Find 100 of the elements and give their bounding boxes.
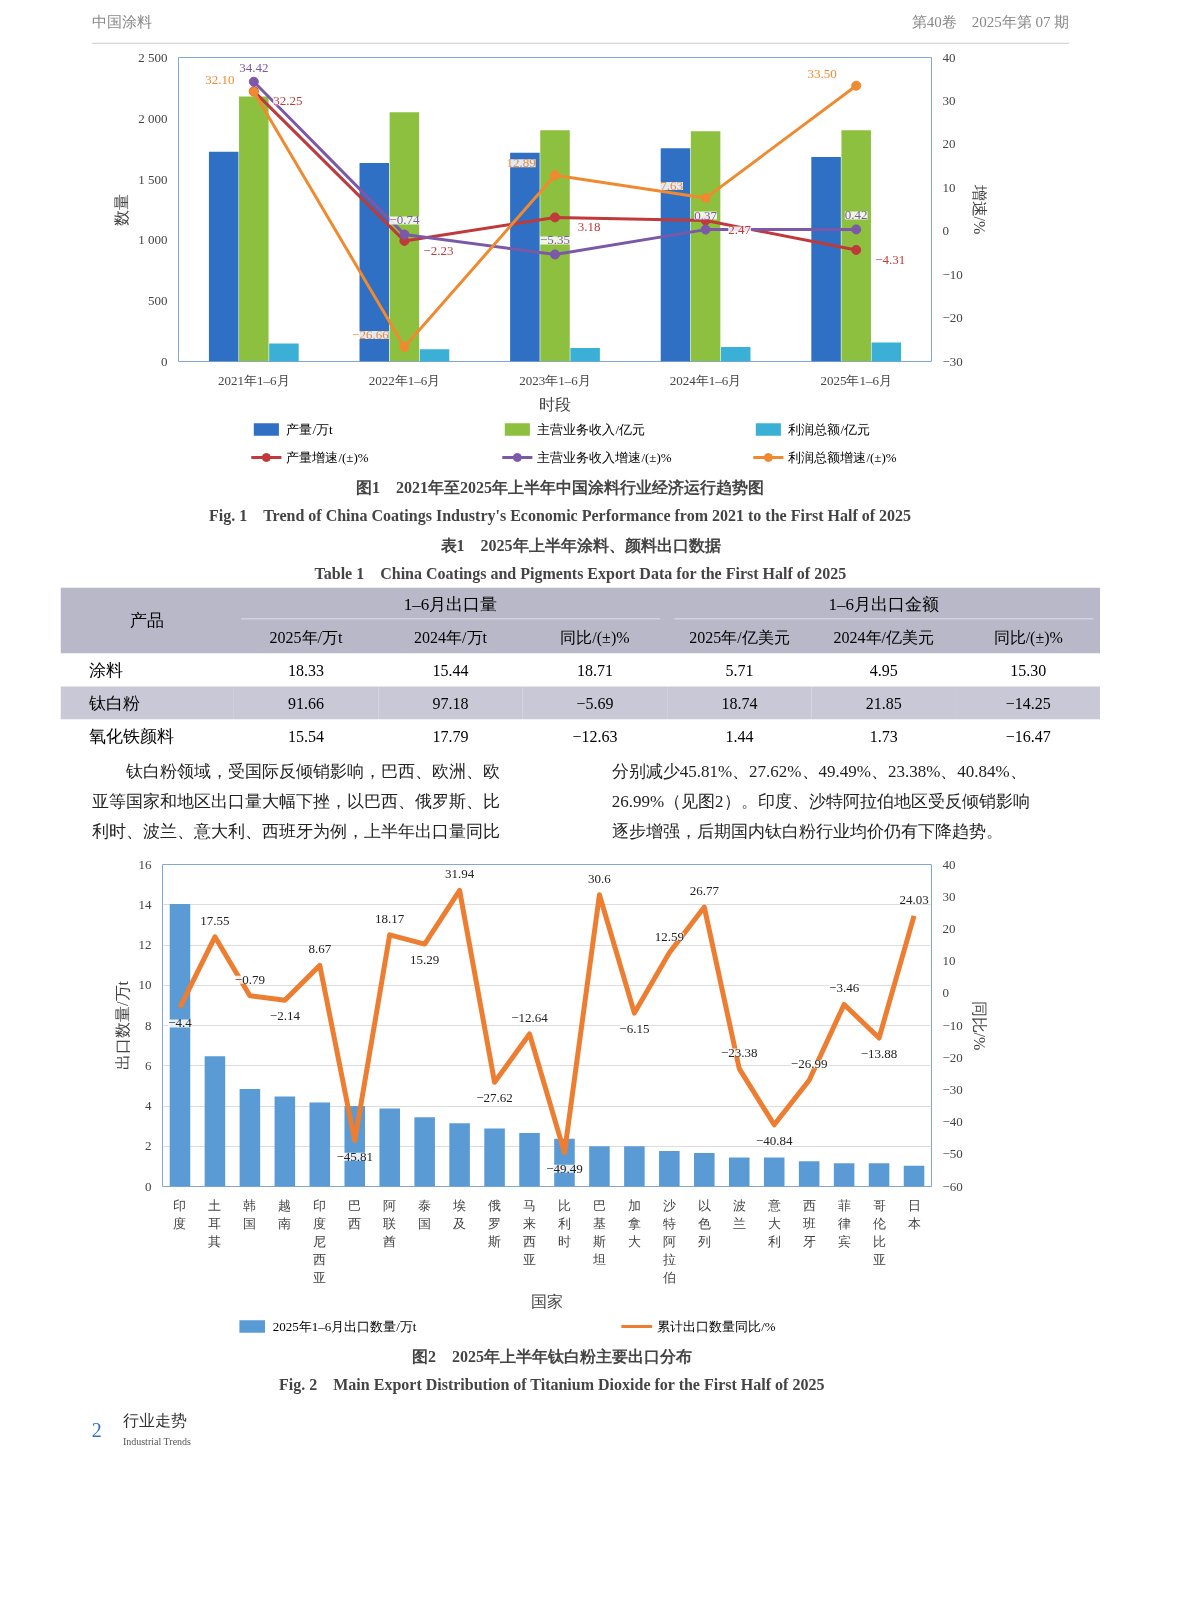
x-axis-title: 国家	[531, 1292, 563, 1310]
data-label: 15.54	[288, 727, 325, 745]
data-label: −5.35	[539, 232, 571, 248]
data-label: 33.50	[807, 65, 837, 81]
y2-tick-label: 10	[942, 953, 956, 969]
text: 钛白粉领域，受国际反倾销影响，巴西、欧洲、欧	[91, 761, 500, 781]
y-tick-label: 0	[145, 1178, 152, 1194]
y2-tick-label: 20	[942, 920, 956, 936]
data-label: −23.38	[720, 1044, 758, 1060]
x-tick-label: 巴西	[348, 1197, 362, 1231]
data-label: 17.55	[200, 912, 230, 928]
y-tick-label: 8	[145, 1017, 152, 1033]
y-tick-label: 10	[138, 977, 152, 993]
x-tick-label: 哥伦比亚	[872, 1197, 886, 1267]
data-label: 15.29	[410, 952, 440, 968]
text: 第40卷 2025年第 07 期	[911, 13, 1070, 30]
y2-tick-label: −50	[942, 1146, 963, 1162]
x-tick-label: 2024年/万t	[414, 628, 488, 646]
data-label: −4.31	[875, 251, 906, 267]
x-tick-label: 日本	[907, 1197, 921, 1231]
y2-tick-label: −60	[942, 1178, 963, 1194]
y-tick-label: 4	[145, 1098, 152, 1113]
y2-tick-label: 10	[942, 179, 956, 195]
data-label: −13.88	[860, 1045, 898, 1061]
text: 26.99%（见图2）。印度、沙特阿拉伯地区受反倾销影响	[611, 791, 1030, 811]
data-label: 12.89	[506, 155, 536, 171]
data-label: −2.23	[423, 242, 454, 258]
x-tick-label: 俄罗斯	[488, 1197, 502, 1249]
x-tick-label: 印度尼西亚	[313, 1197, 327, 1285]
legend-label: 2025年1–6月出口数量/万t	[272, 1319, 417, 1334]
y-tick-label: 14	[138, 896, 152, 912]
text: 行业走势	[122, 1411, 187, 1429]
data-label: 31.94	[444, 866, 475, 882]
data-label: 0.37	[694, 207, 718, 223]
x-tick-label: 同比/(±)%	[993, 628, 1063, 647]
text: 1–6月出口量	[403, 594, 498, 614]
data-label: 18.33	[288, 661, 325, 679]
text: 利时、波兰、意大利、西班牙为例，上半年出口量同比	[91, 821, 500, 841]
data-label: −26.99	[790, 1056, 828, 1072]
text: 逐步增强，后期国内钛白粉行业均价仍有下降趋势。	[611, 821, 1003, 841]
text: 中国涂料	[91, 13, 152, 30]
data-label: 18.74	[721, 694, 758, 712]
text: 图1 2021年至2025年上半年中国涂料行业经济运行趋势图	[356, 478, 764, 496]
y-axis-title: 出口数量/万t	[113, 980, 131, 1070]
text: 分别减少45.81%、27.62%、49.49%、23.38%、40.84%、	[611, 761, 1027, 781]
y-axis-title: 数量	[113, 193, 131, 226]
data-label: −4.4	[168, 1015, 193, 1031]
y-tick-label: 钛白粉	[88, 693, 141, 713]
data-label: 4.95	[869, 661, 898, 679]
x-tick-label: 巴基斯坦	[591, 1197, 606, 1267]
data-label: 30.6	[588, 870, 612, 886]
data-label: −49.49	[546, 1160, 583, 1176]
data-label: −45.81	[336, 1148, 374, 1164]
chart-title: 表1 2025年上半年涂料、颜料出口数据	[439, 536, 721, 554]
x-tick-label: 2021年1–6月	[218, 372, 290, 388]
data-label: −2.14	[269, 1008, 301, 1024]
data-label: 32.10	[205, 71, 235, 87]
data-label: −40.84	[755, 1132, 793, 1148]
x-tick-label: 加拿大	[627, 1197, 641, 1249]
legend-label: 产量增速/(±)%	[286, 450, 369, 465]
data-label: 5.71	[725, 661, 754, 679]
legend-label: 产量/万t	[286, 422, 334, 437]
data-label: 1.73	[869, 727, 898, 745]
data-label: 18.71	[576, 661, 613, 679]
x-tick-label: 越南	[278, 1197, 292, 1231]
x-tick-label: 意大利	[766, 1197, 781, 1249]
data-label: 34.42	[239, 59, 269, 75]
text: Fig. 2 Main Export Distribution of Titanium Dioxide for the First Half of 2025	[279, 1375, 825, 1394]
y-tick-label: 2 500	[138, 50, 168, 65]
y-tick-label: 2	[145, 1138, 152, 1154]
data-label: 15.44	[432, 661, 469, 679]
y2-tick-label: −10	[942, 266, 963, 282]
y2-tick-label: −30	[942, 1081, 963, 1097]
y2-tick-label: 30	[942, 92, 956, 108]
data-label: 97.18	[432, 694, 469, 712]
text: Industrial Trends	[122, 1435, 192, 1447]
data-label: 17.79	[432, 727, 469, 745]
text: 产品	[130, 611, 165, 630]
y-tick-label: 500	[148, 293, 168, 309]
x-tick-label: 2023年1–6月	[519, 372, 591, 388]
data-label: 24.03	[899, 891, 929, 907]
x-tick-label: 同比/(±)%	[560, 628, 630, 647]
y-tick-label: 1 000	[138, 232, 168, 248]
data-label: −27.62	[476, 1090, 513, 1106]
x-tick-label: 西班牙	[802, 1197, 816, 1249]
x-tick-label: 2025年/万t	[269, 628, 344, 646]
x-tick-label: 2024年1–6月	[669, 372, 742, 388]
y2-tick-label: 30	[942, 888, 956, 904]
data-label: 1.44	[725, 727, 754, 745]
x-tick-label: 印度	[173, 1197, 187, 1231]
y2-tick-label: 0	[942, 985, 949, 1001]
x-tick-label: 比利时	[557, 1197, 571, 1249]
y2-tick-label: 20	[942, 136, 956, 152]
y2-tick-label: −30	[942, 353, 963, 369]
legend-label: 累计出口数量同比/%	[657, 1319, 776, 1334]
x-tick-label: 2022年1–6月	[368, 372, 441, 388]
y-tick-label: 氧化铁颜料	[89, 726, 175, 746]
data-label: 8.67	[308, 941, 332, 957]
chart-subtitle: Table 1 China Coatings and Pigments Export Data for the First Half of 2025	[314, 564, 847, 583]
text: 亚等国家和地区出口量大幅下挫，以巴西、俄罗斯、比	[91, 791, 500, 811]
